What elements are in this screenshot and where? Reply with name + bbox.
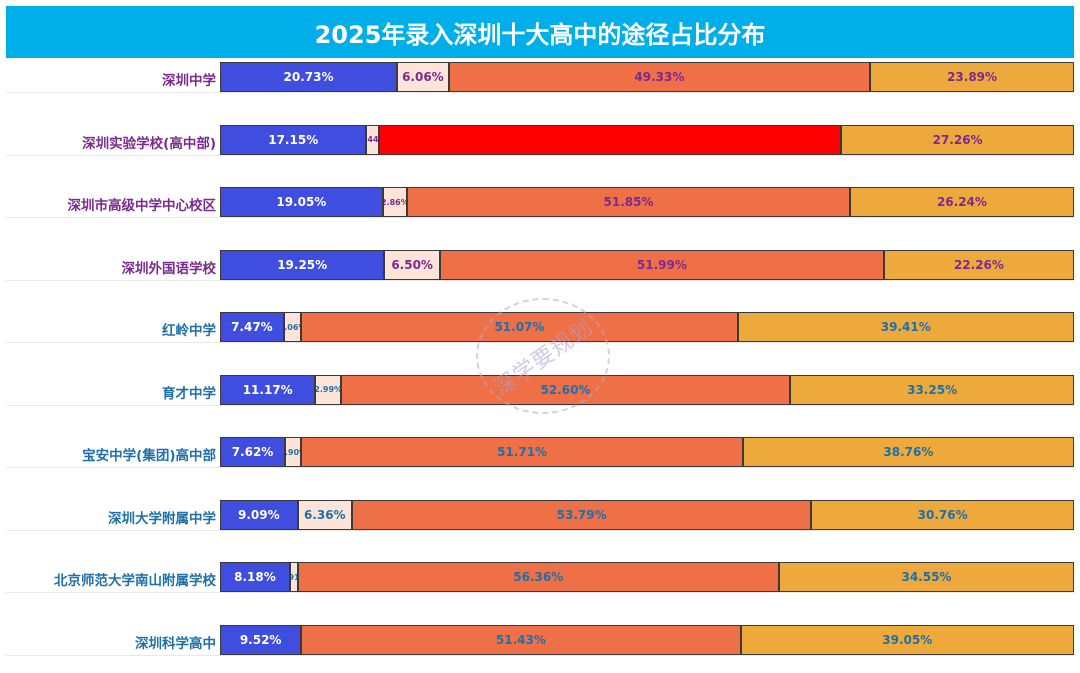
bar-segment: 51.99% (439, 249, 884, 280)
data-label: 9.09% (237, 507, 280, 522)
bar-segment: 6.50% (384, 249, 440, 280)
bar-segment (378, 124, 842, 155)
bar-segment: 27.26% (841, 124, 1074, 155)
bar-segment: 30.76% (811, 499, 1074, 530)
data-label: 23.89% (947, 70, 998, 84)
bar-segment: 56.36% (297, 562, 779, 592)
bar-segment: 8.18% (220, 562, 290, 592)
bar-segment: 7.62% (220, 437, 286, 467)
data-label: 39.05% (882, 632, 933, 647)
category-label: 深圳市高级中学中心校区 (67, 198, 217, 214)
bar-segment: 39.05% (740, 624, 1074, 655)
bar-segment: 19.25% (220, 249, 385, 280)
data-label: 6.06% (402, 70, 444, 84)
bar-segment: 51.07% (301, 312, 738, 342)
data-label: 7.47% (231, 320, 273, 334)
bar-segment: 2.86% (382, 187, 408, 217)
data-label: 39.41% (880, 320, 931, 334)
category-label: 深圳大学附属中学 (108, 510, 216, 527)
bar-segment: 2.99% (315, 374, 341, 405)
bar-segment: 19.05% (220, 187, 383, 217)
bar-segment: 6.36% (297, 499, 352, 530)
bar-segment: 26.24% (849, 187, 1074, 217)
data-label: 11.17% (242, 382, 293, 397)
bar-segment: 17.15% (220, 124, 367, 155)
data-label: 17.15% (268, 132, 319, 147)
data-label: 2.86% (384, 197, 408, 207)
data-label: 52.60% (540, 382, 591, 397)
data-label: 51.99% (636, 257, 687, 272)
data-label: 34.55% (901, 570, 952, 584)
data-label: 26.24% (936, 195, 987, 209)
bar-segment: 9.52% (220, 624, 302, 655)
data-label: 7.62% (231, 445, 274, 459)
bar-segment: 23.89% (870, 62, 1075, 92)
category-label: 深圳外国语学校 (121, 260, 217, 277)
data-label: 38.76% (883, 445, 934, 459)
data-label: 6.36% (303, 507, 346, 522)
data-label: 27.26% (932, 132, 983, 147)
data-label: 51.07% (494, 320, 545, 334)
stacked-bar-chart: 深圳中学 20.73% 6.06% 49.33% 23.89% 深圳实验学校(高中部) 17… (6, 58, 1075, 673)
data-label: 51.71% (497, 445, 548, 459)
bar-segment: 51.85% (407, 187, 850, 217)
bar-segment: 6.06% (397, 62, 449, 92)
data-label: 19.25% (277, 257, 328, 272)
data-label: 33.25% (907, 382, 958, 397)
bar-segment: 34.55% (778, 562, 1074, 592)
data-label: 1.44% (367, 135, 379, 144)
data-label: 1.90% (285, 447, 300, 457)
bar-segment: 51.43% (301, 624, 741, 655)
bar-segment: 2.06% (283, 312, 302, 342)
data-label: 30.76% (917, 507, 968, 522)
data-label: 6.50% (391, 257, 433, 272)
data-label: 2.99% (315, 385, 341, 394)
data-label: 51.85% (603, 195, 654, 209)
chart-title: 2025年录入深圳十大高中的途径占比分布 (314, 20, 766, 49)
bar-segment: 0.91% (289, 562, 298, 592)
bar-segment: 1.90% (285, 437, 302, 467)
category-label: 深圳中学 (162, 73, 216, 89)
data-label: 2.06% (284, 322, 301, 332)
data-label: 22.26% (953, 257, 1004, 272)
chart-title-bar: 2025年录入深圳十大高中的途径占比分布 (6, 6, 1074, 58)
data-label: 56.36% (513, 570, 564, 584)
bar-segment: 1.44% (366, 124, 379, 155)
bar-segment: 33.25% (790, 374, 1075, 405)
bar-segment: 11.17% (220, 374, 316, 405)
data-label: 0.91% (291, 573, 297, 582)
data-label: 20.73% (283, 70, 334, 84)
data-label: 53.79% (556, 507, 607, 522)
bar-segment: 49.33% (448, 62, 871, 92)
bar-segment: 38.76% (742, 437, 1074, 467)
category-label: 宝安中学(集团)高中部 (82, 448, 216, 464)
data-label: 51.43% (495, 632, 546, 647)
bar-segment: 7.47% (220, 312, 284, 342)
category-label: 深圳科学高中 (135, 635, 216, 652)
category-label: 红岭中学 (162, 323, 216, 339)
bar-segment: 51.71% (301, 437, 743, 467)
bar-segment: 53.79% (351, 499, 812, 530)
bar-segment: 9.09% (220, 499, 298, 530)
category-label: 育才中学 (162, 385, 216, 402)
bar-segment: 52.60% (340, 374, 791, 405)
bar-segment: 20.73% (220, 62, 398, 92)
data-label: 8.18% (234, 570, 276, 584)
bar-segment: 22.26% (883, 249, 1074, 280)
data-label: 19.05% (276, 195, 327, 209)
category-label: 北京师范大学南山附属学校 (54, 573, 216, 589)
data-label: 49.33% (634, 70, 685, 84)
data-label: 9.52% (239, 632, 282, 647)
bar-segment: 39.41% (737, 312, 1075, 342)
category-label: 深圳实验学校(高中部) (82, 135, 216, 152)
